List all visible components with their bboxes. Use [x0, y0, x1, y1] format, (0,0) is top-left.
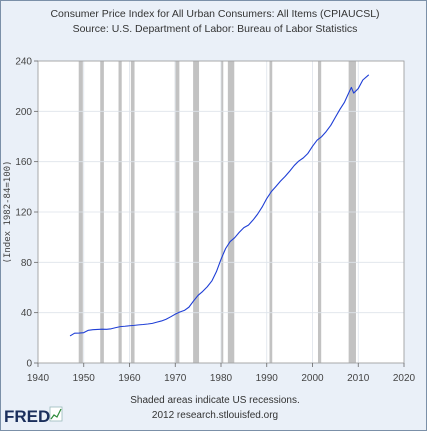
x-tick-label-6: 2000 — [301, 373, 324, 384]
x-tick-label-2: 1960 — [118, 373, 141, 384]
y-tick-label-6: 240 — [15, 57, 32, 68]
y-tick-label-4: 160 — [15, 157, 32, 168]
fred-logo: FRED — [4, 406, 63, 426]
x-tick-label-1: 1950 — [73, 373, 96, 384]
series-line-0 — [69, 74, 370, 337]
recession-note: Shaded areas indicate US recessions. — [130, 395, 300, 406]
x-tick-label-7: 2010 — [347, 373, 370, 384]
x-tick-label-8: 2020 — [393, 373, 416, 384]
chart-title: Consumer Price Index for All Urban Consu… — [50, 8, 379, 20]
y-axis-label: (Index 1982-84=100) — [3, 161, 13, 264]
x-tick-label-0: 1940 — [27, 373, 50, 384]
series-layer — [69, 74, 370, 337]
fred-logo-text: FRED — [4, 407, 50, 426]
y-tick-label-5: 200 — [15, 107, 32, 118]
x-axis-ticks: 1940 1950 1960 1970 1980 1990 2000 2010 2020 — [27, 363, 416, 384]
y-tick-label-3: 120 — [15, 208, 32, 219]
y-tick-label-2: 80 — [21, 258, 33, 269]
source-note: 2012 research.stlouisfed.org — [152, 410, 278, 421]
x-tick-label-3: 1970 — [164, 373, 187, 384]
x-tick-label-5: 1990 — [256, 373, 279, 384]
y-tick-label-0: 0 — [26, 359, 32, 370]
x-tick-label-4: 1980 — [210, 373, 233, 384]
fred-logo-graph-icon — [49, 406, 63, 422]
y-tick-label-1: 40 — [21, 308, 33, 319]
y-axis-ticks: 0 40 80 120 160 200 240 — [15, 57, 38, 370]
chart-subtitle: Source: U.S. Department of Labor: Bureau… — [73, 23, 358, 35]
